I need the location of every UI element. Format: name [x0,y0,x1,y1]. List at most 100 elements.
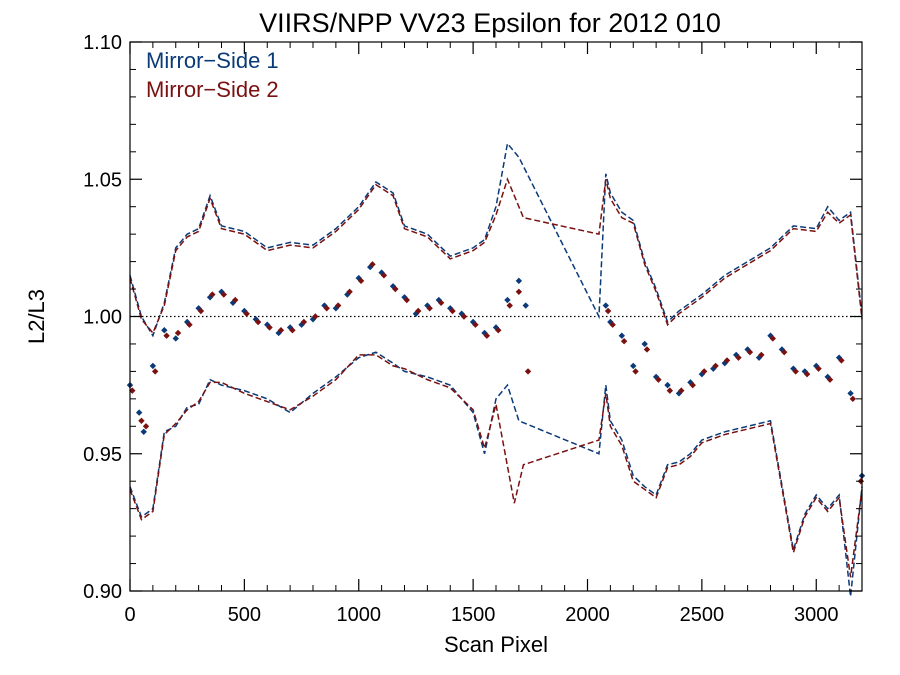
data-point-series-2 [472,321,479,328]
data-point-series-2 [604,307,612,315]
x-tick-label: 2500 [680,604,725,626]
data-point-series-2 [323,305,330,312]
data-point-series-2 [289,327,296,334]
data-point-series-1 [515,277,523,285]
data-point-series-2 [735,354,742,361]
data-point-series-2 [426,305,433,312]
data-point-series-1 [630,362,637,370]
x-tick-label: 500 [228,604,261,626]
data-point-series-2 [838,357,845,364]
data-point-series-2 [174,329,182,337]
data-point-series-2 [655,376,662,383]
plot-area: 0 500 1000 1500 2000 2500 3000 0.90 0.95 1.00 1.05… [83,32,866,626]
legend-entry-mirror-side-2: Mirror−Side 2 [146,77,279,102]
envelope-upper-series-2 [129,177,863,335]
data-point-series-1 [172,335,179,342]
data-point-series-2 [209,291,216,298]
data-point-series-2 [666,387,674,394]
data-point-series-1 [522,302,529,309]
data-point-series-2 [781,348,788,356]
data-point-series-2 [403,296,410,304]
data-point-series-1 [618,332,626,339]
data-point-series-2 [792,368,799,375]
data-point-series-2 [826,376,834,383]
plot-frame [129,41,863,592]
data-point-series-2 [232,296,239,304]
data-point-series-1 [149,362,157,370]
data-point-series-2 [369,261,376,268]
data-point-series-2 [712,362,719,370]
data-point-series-2 [312,313,319,320]
y-tick-label: 0.95 [83,444,122,466]
y-tick-label: 1.10 [83,32,122,54]
data-point-series-2 [483,332,491,339]
data-point-series-2 [254,318,262,326]
data-point-series-2 [769,335,776,342]
y-tick-label: 0.90 [83,581,122,603]
data-point-series-2 [689,381,696,389]
data-point-series-2 [346,288,353,295]
data-point-series-2 [643,346,651,353]
data-point-series-1 [135,409,143,416]
data-point-series-2 [415,307,422,315]
data-point-series-2 [849,395,857,403]
data-point-series-2 [142,423,150,430]
x-tick-label: 2000 [565,604,610,626]
x-tick-label: 1500 [451,604,496,626]
x-axis-label: Scan Pixel [444,632,548,657]
data-point-series-2 [243,310,250,317]
x-tick-label: 3000 [794,604,839,626]
data-point-series-2 [392,285,399,293]
data-point-series-2 [163,332,170,339]
y-tick-label: 1.05 [83,169,122,191]
data-point-series-2 [437,299,445,306]
data-point-series-2 [197,307,205,315]
data-point-series-1 [161,327,168,334]
data-point-series-1 [183,318,191,326]
envelope-lower-series-2 [129,354,863,578]
y-tick-label: 1.00 [83,307,122,329]
data-point-series-2 [506,302,513,309]
data-point-series-2 [151,368,159,375]
data-point-series-1 [847,390,854,397]
data-point-series-1 [641,340,648,348]
data-point-series-2 [700,368,708,375]
data-point-series-2 [449,307,456,315]
data-point-series-1 [206,294,214,301]
data-point-series-2 [277,327,285,334]
x-tick-label: 1000 [337,604,382,626]
y-axis-label: L2/L3 [24,289,49,344]
data-point-series-2 [524,368,532,375]
data-point-series-2 [129,387,136,394]
data-point-series-2 [266,324,273,331]
x-tick-label: 0 [124,604,135,626]
data-point-series-2 [632,368,639,375]
data-point-series-2 [758,351,765,359]
data-point-series-2 [460,313,468,320]
data-point-series-1 [664,381,671,389]
data-point-series-2 [515,288,523,295]
data-point-series-2 [723,357,731,364]
envelope-upper-series-1 [129,141,863,338]
data-point-series-2 [186,321,193,328]
data-point-series-2 [380,272,388,279]
data-point-series-2 [334,302,342,309]
data-point-series-2 [620,338,628,345]
legend-entry-mirror-side-1: Mirror−Side 1 [146,48,279,73]
chart-title: VIIRS/NPP VV23 Epsilon for 2012 010 [259,8,721,38]
data-point-series-1 [602,302,609,309]
data-point-series-2 [357,277,365,285]
data-point-series-1 [140,428,147,435]
data-point-series-2 [746,348,754,356]
data-point-series-2 [815,365,822,372]
data-point-series-2 [803,370,811,378]
envelope-lower-series-1 [129,351,863,597]
data-point-series-2 [678,387,685,394]
data-point-series-2 [138,417,145,425]
data-point-series-2 [300,318,308,326]
data-point-series-2 [609,321,616,328]
data-point-series-2 [220,291,227,298]
data-point-series-2 [495,327,502,334]
data-point-series-1 [504,296,511,304]
